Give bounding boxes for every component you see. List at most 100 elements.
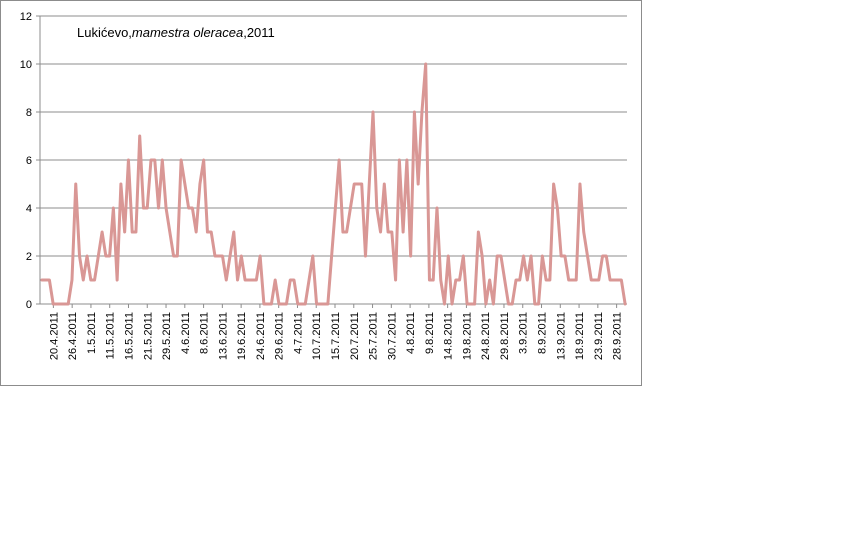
data-point [451,303,453,305]
x-tick-label: 28.9.2011 [612,312,624,360]
x-tick-label: 13.9.2011 [555,312,567,360]
data-point [586,255,588,257]
x-tick-label: 8.9.2011 [537,312,549,354]
data-point [71,279,73,281]
data-point [398,159,400,161]
data-point [327,303,329,305]
data-point [123,231,125,233]
data-point [394,279,396,281]
data-point [583,231,585,233]
x-tick-label: 4.6.2011 [180,312,192,354]
data-point [172,255,174,257]
x-tick-label: 16.5.2011 [123,312,135,360]
data-point [323,303,325,305]
x-tick-label: 29.8.2011 [499,312,511,360]
data-point [60,303,62,305]
x-tick-label: 30.7.2011 [386,312,398,360]
x-tick-label: 3.9.2011 [518,312,530,354]
data-point [180,159,182,161]
data-point [263,303,265,305]
data-point [564,255,566,257]
y-tick-label: 8 [26,107,32,119]
data-point [402,231,404,233]
data-point [184,183,186,185]
x-tick-label: 4.8.2011 [405,312,417,354]
data-point [421,111,423,113]
data-point [229,255,231,257]
x-tick-label: 25.7.2011 [368,312,380,360]
data-point [334,207,336,209]
data-point [428,279,430,281]
data-point [409,255,411,257]
data-point [312,255,314,257]
data-point [379,231,381,233]
data-point [376,207,378,209]
data-point [567,279,569,281]
data-point [473,303,475,305]
data-point [315,303,317,305]
data-point [613,279,615,281]
data-point [285,303,287,305]
data-point [206,231,208,233]
data-point [308,279,310,281]
data-point [579,183,581,185]
data-point [391,231,393,233]
data-point [112,207,114,209]
x-tick-label: 18.9.2011 [574,312,586,360]
data-point [108,255,110,257]
data-point [549,279,551,281]
data-point [470,303,472,305]
data-point [541,255,543,257]
data-point [372,111,374,113]
data-point [515,279,517,281]
data-point [82,279,84,281]
data-point [440,279,442,281]
chart-title-species: mamestra oleracea [132,25,243,40]
data-point [150,159,152,161]
data-point [406,159,408,161]
data-point [233,231,235,233]
data-point [199,183,201,185]
data-point [289,279,291,281]
data-point [443,303,445,305]
data-point [278,303,280,305]
data-point [338,159,340,161]
data-point [210,231,212,233]
y-tick-label: 0 [26,299,32,311]
data-point [605,255,607,257]
data-point [146,207,148,209]
data-point [195,231,197,233]
data-point [575,279,577,281]
data-point [349,207,351,209]
data-point [432,279,434,281]
data-point [270,303,272,305]
x-tick-label: 24.6.2011 [255,312,267,360]
data-point [455,279,457,281]
chart-title-suffix: ,2011 [243,25,275,40]
data-point [500,255,502,257]
data-point [556,207,558,209]
data-point [462,255,464,257]
data-point [616,279,618,281]
data-point [304,303,306,305]
data-point [236,279,238,281]
data-point [63,303,65,305]
data-point [300,303,302,305]
data-point [221,255,223,257]
data-point [251,279,253,281]
data-point [52,303,54,305]
data-point [590,279,592,281]
y-tick-label: 2 [26,251,32,263]
data-point [368,183,370,185]
data-point [282,303,284,305]
x-tick-label: 9.8.2011 [424,312,436,354]
x-tick-label: 23.9.2011 [593,312,605,360]
data-point [157,207,159,209]
data-point [97,255,99,257]
data-point [330,255,332,257]
data-point [504,279,506,281]
data-point [131,231,133,233]
data-point [364,255,366,257]
data-point [342,231,344,233]
y-tick-label: 6 [26,155,32,167]
